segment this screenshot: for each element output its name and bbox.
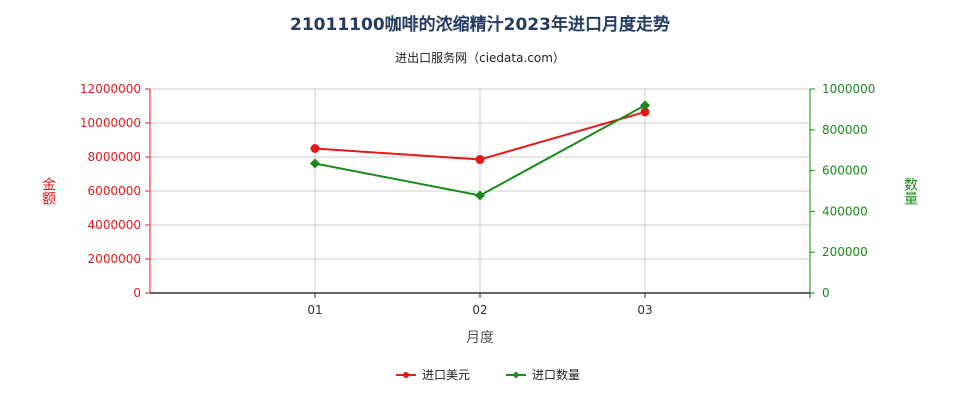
- right-axis-title: 数量: [902, 177, 918, 205]
- x-axis-tick-label: 02: [472, 303, 487, 317]
- left-axis-tick-label: 8000000: [88, 150, 141, 164]
- left-axis-title: 金额: [40, 177, 56, 205]
- x-axis-tick-label: 01: [307, 303, 322, 317]
- legend-label: 进口数量: [532, 367, 580, 382]
- right-axis-tick-label: 400000: [822, 204, 868, 218]
- right-axis-tick-label: 0: [822, 286, 830, 300]
- right-axis-tick-label: 800000: [822, 123, 868, 137]
- left-axis-tick-label: 12000000: [80, 82, 141, 96]
- left-axis-tick-label: 2000000: [88, 252, 141, 266]
- legend-label: 进口美元: [422, 368, 470, 382]
- series-point-1: [310, 144, 320, 153]
- right-axis-tick-label: 600000: [822, 164, 868, 178]
- series-point-1: [640, 107, 650, 117]
- series-point-2: [310, 158, 320, 169]
- right-axis-tick-label: 200000: [822, 245, 868, 259]
- series-point-2: [640, 100, 650, 111]
- legend-swatch-marker: [403, 372, 409, 378]
- left-axis-tick-label: 10000000: [80, 116, 141, 130]
- left-axis-tick-label: 4000000: [88, 218, 141, 232]
- chart-title: 21011100咖啡的浓缩精汁2023年进口月度走势: [290, 15, 670, 35]
- x-axis-title: 月度: [466, 330, 494, 346]
- right-axis-tick-label: 1000000: [822, 82, 875, 96]
- chart-subtitle: 进出口服务网（ciedata.com）: [395, 51, 565, 65]
- x-axis-tick-label: 03: [637, 303, 652, 317]
- left-axis-tick-label: 0: [133, 286, 141, 300]
- legend-swatch-marker: [512, 371, 520, 379]
- left-axis-tick-label: 6000000: [88, 184, 141, 198]
- series-point-2: [475, 190, 485, 201]
- series-point-1: [475, 155, 485, 165]
